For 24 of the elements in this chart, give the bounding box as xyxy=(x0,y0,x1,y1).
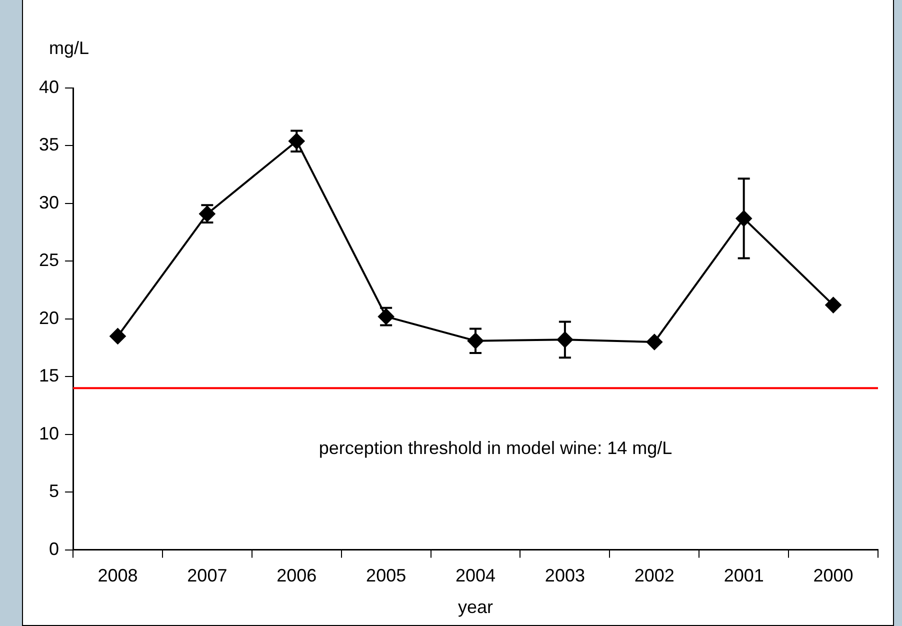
x-tick-label: 2001 xyxy=(724,566,764,586)
y-tick-label: 25 xyxy=(38,250,60,270)
point xyxy=(825,297,842,314)
y-tick-label: 10 xyxy=(38,423,60,444)
y-tick-label: 15 xyxy=(38,366,60,386)
y-tick-label: 20 xyxy=(38,308,60,328)
y-tick-label: 40 xyxy=(38,76,60,97)
x-tick-label: 2005 xyxy=(366,566,406,586)
y-tick-label: 5 xyxy=(49,481,60,502)
point xyxy=(646,334,662,350)
x-tick-label: 2008 xyxy=(98,566,138,586)
point xyxy=(110,328,126,344)
x-axis-title: year xyxy=(458,597,494,618)
y-tick-label: 35 xyxy=(38,134,60,155)
x-tick-label: 2002 xyxy=(634,566,674,586)
x-tick-label: 2006 xyxy=(276,566,317,586)
x-tick-label: 2007 xyxy=(187,566,228,586)
y-tick-label: 30 xyxy=(38,192,60,212)
x-tick-label: 2004 xyxy=(455,566,496,586)
x-tick-label: 2000 xyxy=(813,566,854,586)
x-tick-label: 2003 xyxy=(544,566,585,586)
ref-line-label: perception threshold in model wine: 14 mg/L xyxy=(318,438,672,458)
y-axis-title: mg/L xyxy=(49,38,90,59)
y-tick-label: 0 xyxy=(49,538,60,559)
